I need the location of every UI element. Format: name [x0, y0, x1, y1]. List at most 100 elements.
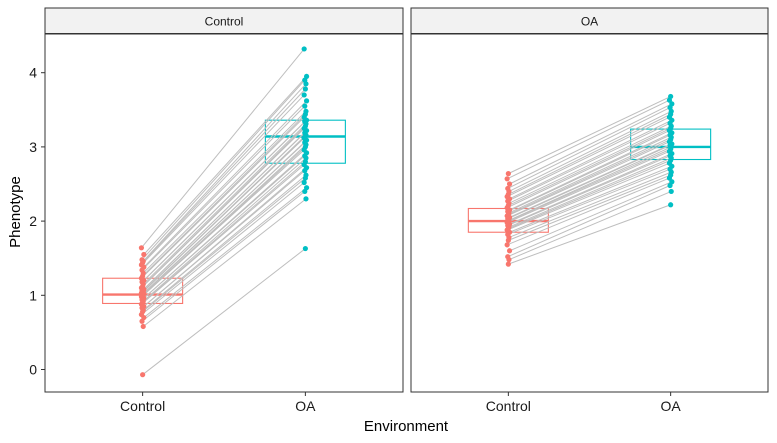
data-point-control [505, 171, 511, 177]
data-point-oa [301, 92, 307, 98]
pair-line [143, 119, 307, 281]
data-point-oa [303, 108, 309, 114]
data-point-control [138, 245, 145, 251]
data-point-control [506, 181, 513, 187]
panel-control: Control [44, 7, 404, 393]
panel-border [410, 33, 769, 393]
x-axis: Control OA Control OA [120, 392, 681, 414]
pair-line [142, 123, 307, 285]
data-point-oa [303, 185, 310, 191]
y-axis: 0 1 2 3 4 [29, 65, 45, 378]
pair-line [143, 76, 307, 255]
pair-line [142, 157, 307, 302]
pair-line [506, 162, 670, 231]
pair-line [141, 48, 305, 249]
facet-strip [410, 7, 769, 35]
pair-line [508, 146, 672, 221]
pair-line [142, 198, 307, 327]
data-point-control [141, 251, 147, 258]
panel-border [44, 33, 404, 393]
pair-line [142, 177, 306, 313]
data-point-oa [302, 86, 308, 92]
data-point-oa [303, 196, 309, 202]
pair-line [507, 107, 671, 189]
pair-line [508, 190, 672, 261]
pair-line [507, 185, 671, 258]
data-point-control [505, 261, 511, 267]
pair-line [508, 159, 671, 229]
pair-line [508, 139, 671, 215]
x-tick-label: Control [486, 398, 531, 414]
pair-line [142, 110, 307, 274]
pair-line [509, 132, 673, 211]
data-point-oa [669, 179, 675, 185]
pair-line [508, 204, 671, 265]
pair-line [142, 134, 307, 292]
pair-line [506, 177, 670, 246]
pair-line [508, 113, 671, 195]
data-point-control [139, 257, 145, 263]
y-tick-label: 0 [29, 362, 37, 378]
data-point-control [140, 323, 146, 330]
pair-line [509, 143, 673, 218]
facet-strip-label: Control [205, 15, 244, 29]
pair-line [143, 130, 307, 290]
data-point-control [505, 185, 511, 192]
data-point-oa [301, 179, 307, 186]
pair-line [142, 125, 306, 287]
data-point-control [506, 248, 513, 254]
pair-line [143, 187, 307, 318]
data-point-oa [303, 98, 310, 104]
data-point-oa [301, 46, 307, 52]
pair-line [143, 152, 307, 299]
pair-line [143, 139, 307, 295]
data-point-control [140, 372, 146, 378]
pair-line [507, 134, 671, 212]
data-point-control [504, 242, 510, 248]
pair-line [508, 95, 671, 175]
pair-line [141, 79, 306, 261]
data-point-control [505, 254, 511, 260]
pair-line [508, 171, 672, 238]
pair-line [508, 157, 672, 228]
facet-strip-label: OA [581, 15, 598, 29]
pair-line [508, 174, 671, 241]
pair-line [142, 248, 306, 376]
panel-oa: OA [410, 7, 769, 393]
pair-line [509, 181, 673, 252]
pair-line [506, 130, 670, 209]
pair-line [509, 119, 673, 200]
pair-line [141, 164, 305, 305]
pair-line [508, 148, 671, 222]
pair-line [506, 150, 670, 224]
data-point-oa [668, 93, 674, 100]
pair-line [509, 153, 673, 225]
pair-line [142, 88, 306, 263]
data-point-control [504, 176, 510, 182]
pair-line [142, 161, 306, 304]
data-point-oa [668, 188, 674, 195]
y-tick-label: 2 [29, 213, 37, 229]
pair-line [143, 167, 307, 307]
pair-line [141, 191, 306, 322]
pair-line [141, 105, 306, 271]
y-tick-label: 4 [29, 65, 37, 81]
data-point-oa [302, 245, 308, 252]
pair-line [508, 136, 672, 214]
data-point-oa [303, 172, 309, 178]
x-axis-title: Environment [364, 418, 449, 435]
x-tick-label: Control [120, 398, 165, 414]
y-axis-title: Phenotype [7, 176, 24, 248]
data-point-oa [303, 73, 310, 80]
pair-line [142, 174, 307, 311]
pair-line [142, 83, 307, 262]
pair-line [508, 125, 672, 204]
pair-line [141, 182, 305, 315]
pair-line [508, 127, 671, 206]
y-tick-label: 3 [29, 139, 37, 155]
pair-line [509, 103, 673, 185]
x-tick-label: OA [295, 398, 316, 414]
pair-line [508, 110, 672, 192]
pair-line [142, 144, 307, 296]
